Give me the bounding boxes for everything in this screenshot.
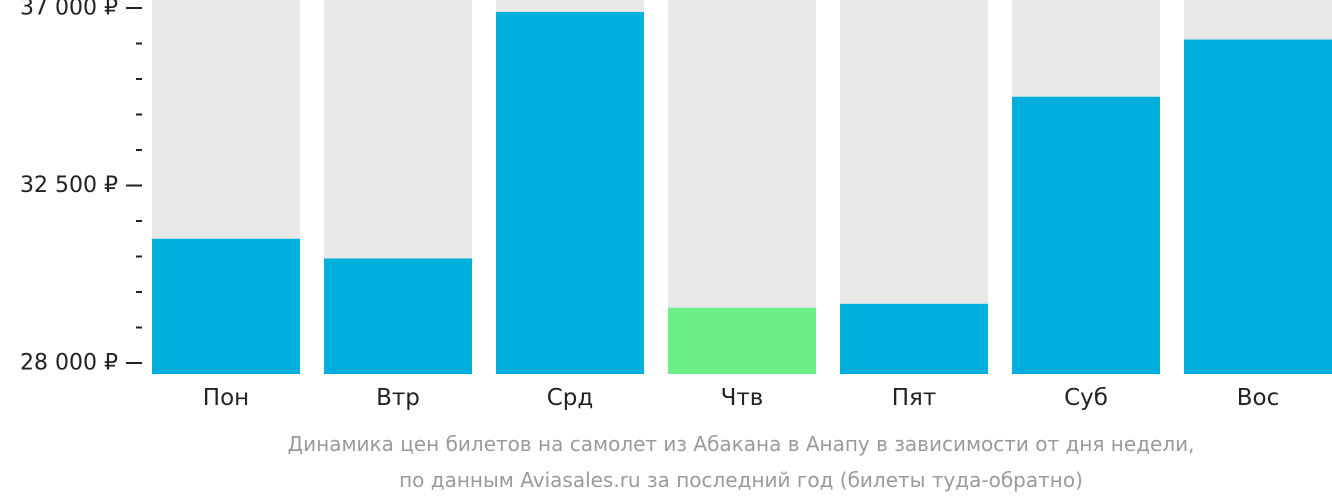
bar-Чтв (668, 307, 816, 374)
y-axis: 28 000 ₽ 32 500 ₽ 37 000 ₽ (20, 0, 142, 376)
bar-Пят (840, 303, 988, 374)
bar-Пон (152, 238, 300, 374)
x-tick-label: Вос (1237, 385, 1280, 411)
bar-Вос (1184, 39, 1332, 375)
y-tick-label: 28 000 ₽ (20, 351, 118, 376)
bar-Суб (1012, 96, 1160, 374)
chart-caption-line-2: по данным Aviasales.ru за последний год … (399, 468, 1083, 492)
x-tick-label: Втр (376, 385, 420, 411)
y-tick-label: 37 000 ₽ (20, 0, 118, 21)
x-tick-label: Суб (1064, 385, 1108, 411)
x-tick-label: Срд (547, 385, 594, 411)
bars (152, 0, 1332, 375)
y-tick-label: 32 500 ₽ (20, 173, 118, 198)
bar-Втр (324, 258, 472, 374)
price-by-weekday-chart: 28 000 ₽ 32 500 ₽ 37 000 ₽ Пон Втр Срд Чтв Пят… (20, 0, 1332, 411)
x-tick-label: Чтв (721, 385, 764, 411)
chart-caption-line-1: Динамика цен билетов на самолет из Абака… (287, 432, 1195, 456)
bar-Срд (496, 11, 644, 374)
x-tick-label: Пон (203, 385, 249, 411)
x-tick-label: Пят (892, 385, 937, 411)
x-axis-labels: Пон Втр Срд Чтв Пят Суб Вос (203, 385, 1279, 411)
